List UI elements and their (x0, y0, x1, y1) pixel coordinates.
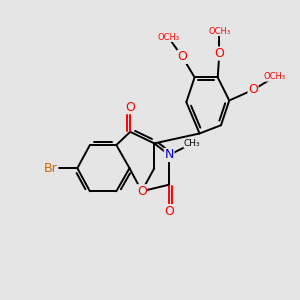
Text: O: O (248, 83, 258, 96)
Text: OCH₃: OCH₃ (264, 72, 286, 81)
Text: O: O (214, 47, 224, 60)
Text: Br: Br (44, 162, 58, 175)
Text: O: O (137, 185, 147, 198)
Text: OCH₃: OCH₃ (157, 33, 179, 42)
Text: O: O (125, 100, 135, 114)
Text: O: O (164, 205, 174, 218)
Text: N: N (164, 148, 174, 161)
Text: O: O (177, 50, 187, 63)
Text: OCH₃: OCH₃ (208, 27, 230, 36)
Text: CH₃: CH₃ (184, 139, 201, 148)
